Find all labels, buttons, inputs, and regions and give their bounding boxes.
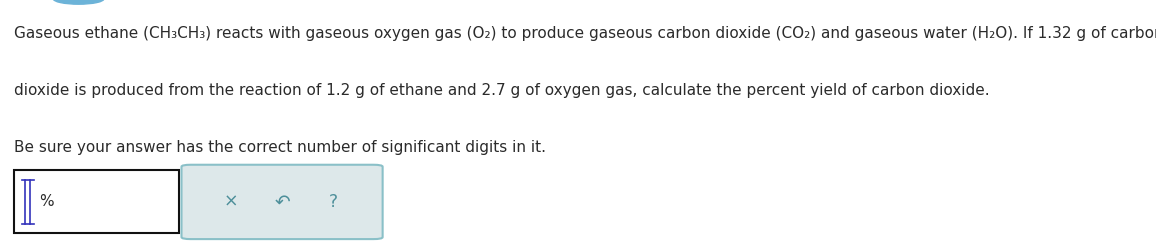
Text: dioxide is produced from the reaction of 1.2 g of ethane and 2.7 g of oxygen gas: dioxide is produced from the reaction of… [14, 83, 990, 98]
Text: ×: × [223, 193, 238, 211]
FancyBboxPatch shape [14, 170, 179, 233]
Text: Be sure your answer has the correct number of significant digits in it.: Be sure your answer has the correct numb… [14, 140, 546, 155]
Text: Gaseous ethane (CH₃CH₃) reacts with gaseous oxygen gas (O₂) to produce gaseous c: Gaseous ethane (CH₃CH₃) reacts with gase… [14, 26, 1156, 41]
Text: ↶: ↶ [274, 192, 290, 211]
FancyBboxPatch shape [181, 165, 383, 239]
Text: %: % [39, 194, 54, 209]
Circle shape [53, 0, 104, 4]
Text: ?: ? [328, 193, 338, 211]
